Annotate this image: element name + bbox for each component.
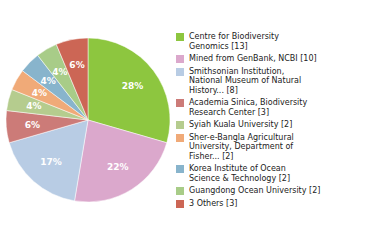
- html-text:Syiah Kuala University [2]: Syiah Kuala University [2]: [189, 120, 293, 129]
- html-text:Korea Institute of Ocean Scien: Korea Institute of Ocean Science & Techn…: [189, 164, 290, 183]
- svg-text:6%: 6%: [25, 120, 40, 130]
- svg-text:4%: 4%: [32, 88, 47, 98]
- svg-text:17%: 17%: [40, 157, 62, 167]
- html-text:3 Others [3]: 3 Others [3]: [189, 198, 238, 208]
- svg-text:4%: 4%: [52, 67, 67, 77]
- html-text:Mined from GenBank, NCBI [10]: Mined from GenBank, NCBI [10]: [189, 54, 317, 63]
- html-text:Sher-e-Bangla Agricultural Uni: Sher-e-Bangla Agricultural University, D…: [189, 132, 294, 161]
- svg-text:4%: 4%: [41, 76, 56, 86]
- html-text:Centre for Biodiversity Genomi: Centre for Biodiversity Genomics [13]: [189, 32, 279, 51]
- html-text:Smithsonian Institution, Natio: Smithsonian Institution, National Museum…: [189, 66, 302, 95]
- svg-text:28%: 28%: [122, 81, 144, 91]
- html-text:Guangdong Ocean University [2]: Guangdong Ocean University [2]: [189, 186, 321, 195]
- html-text:Academia Sinica, Biodiversity: Academia Sinica, Biodiversity Research C…: [189, 98, 308, 117]
- svg-text:4%: 4%: [26, 101, 41, 111]
- svg-text:6%: 6%: [69, 60, 84, 70]
- svg-text:22%: 22%: [107, 162, 129, 172]
